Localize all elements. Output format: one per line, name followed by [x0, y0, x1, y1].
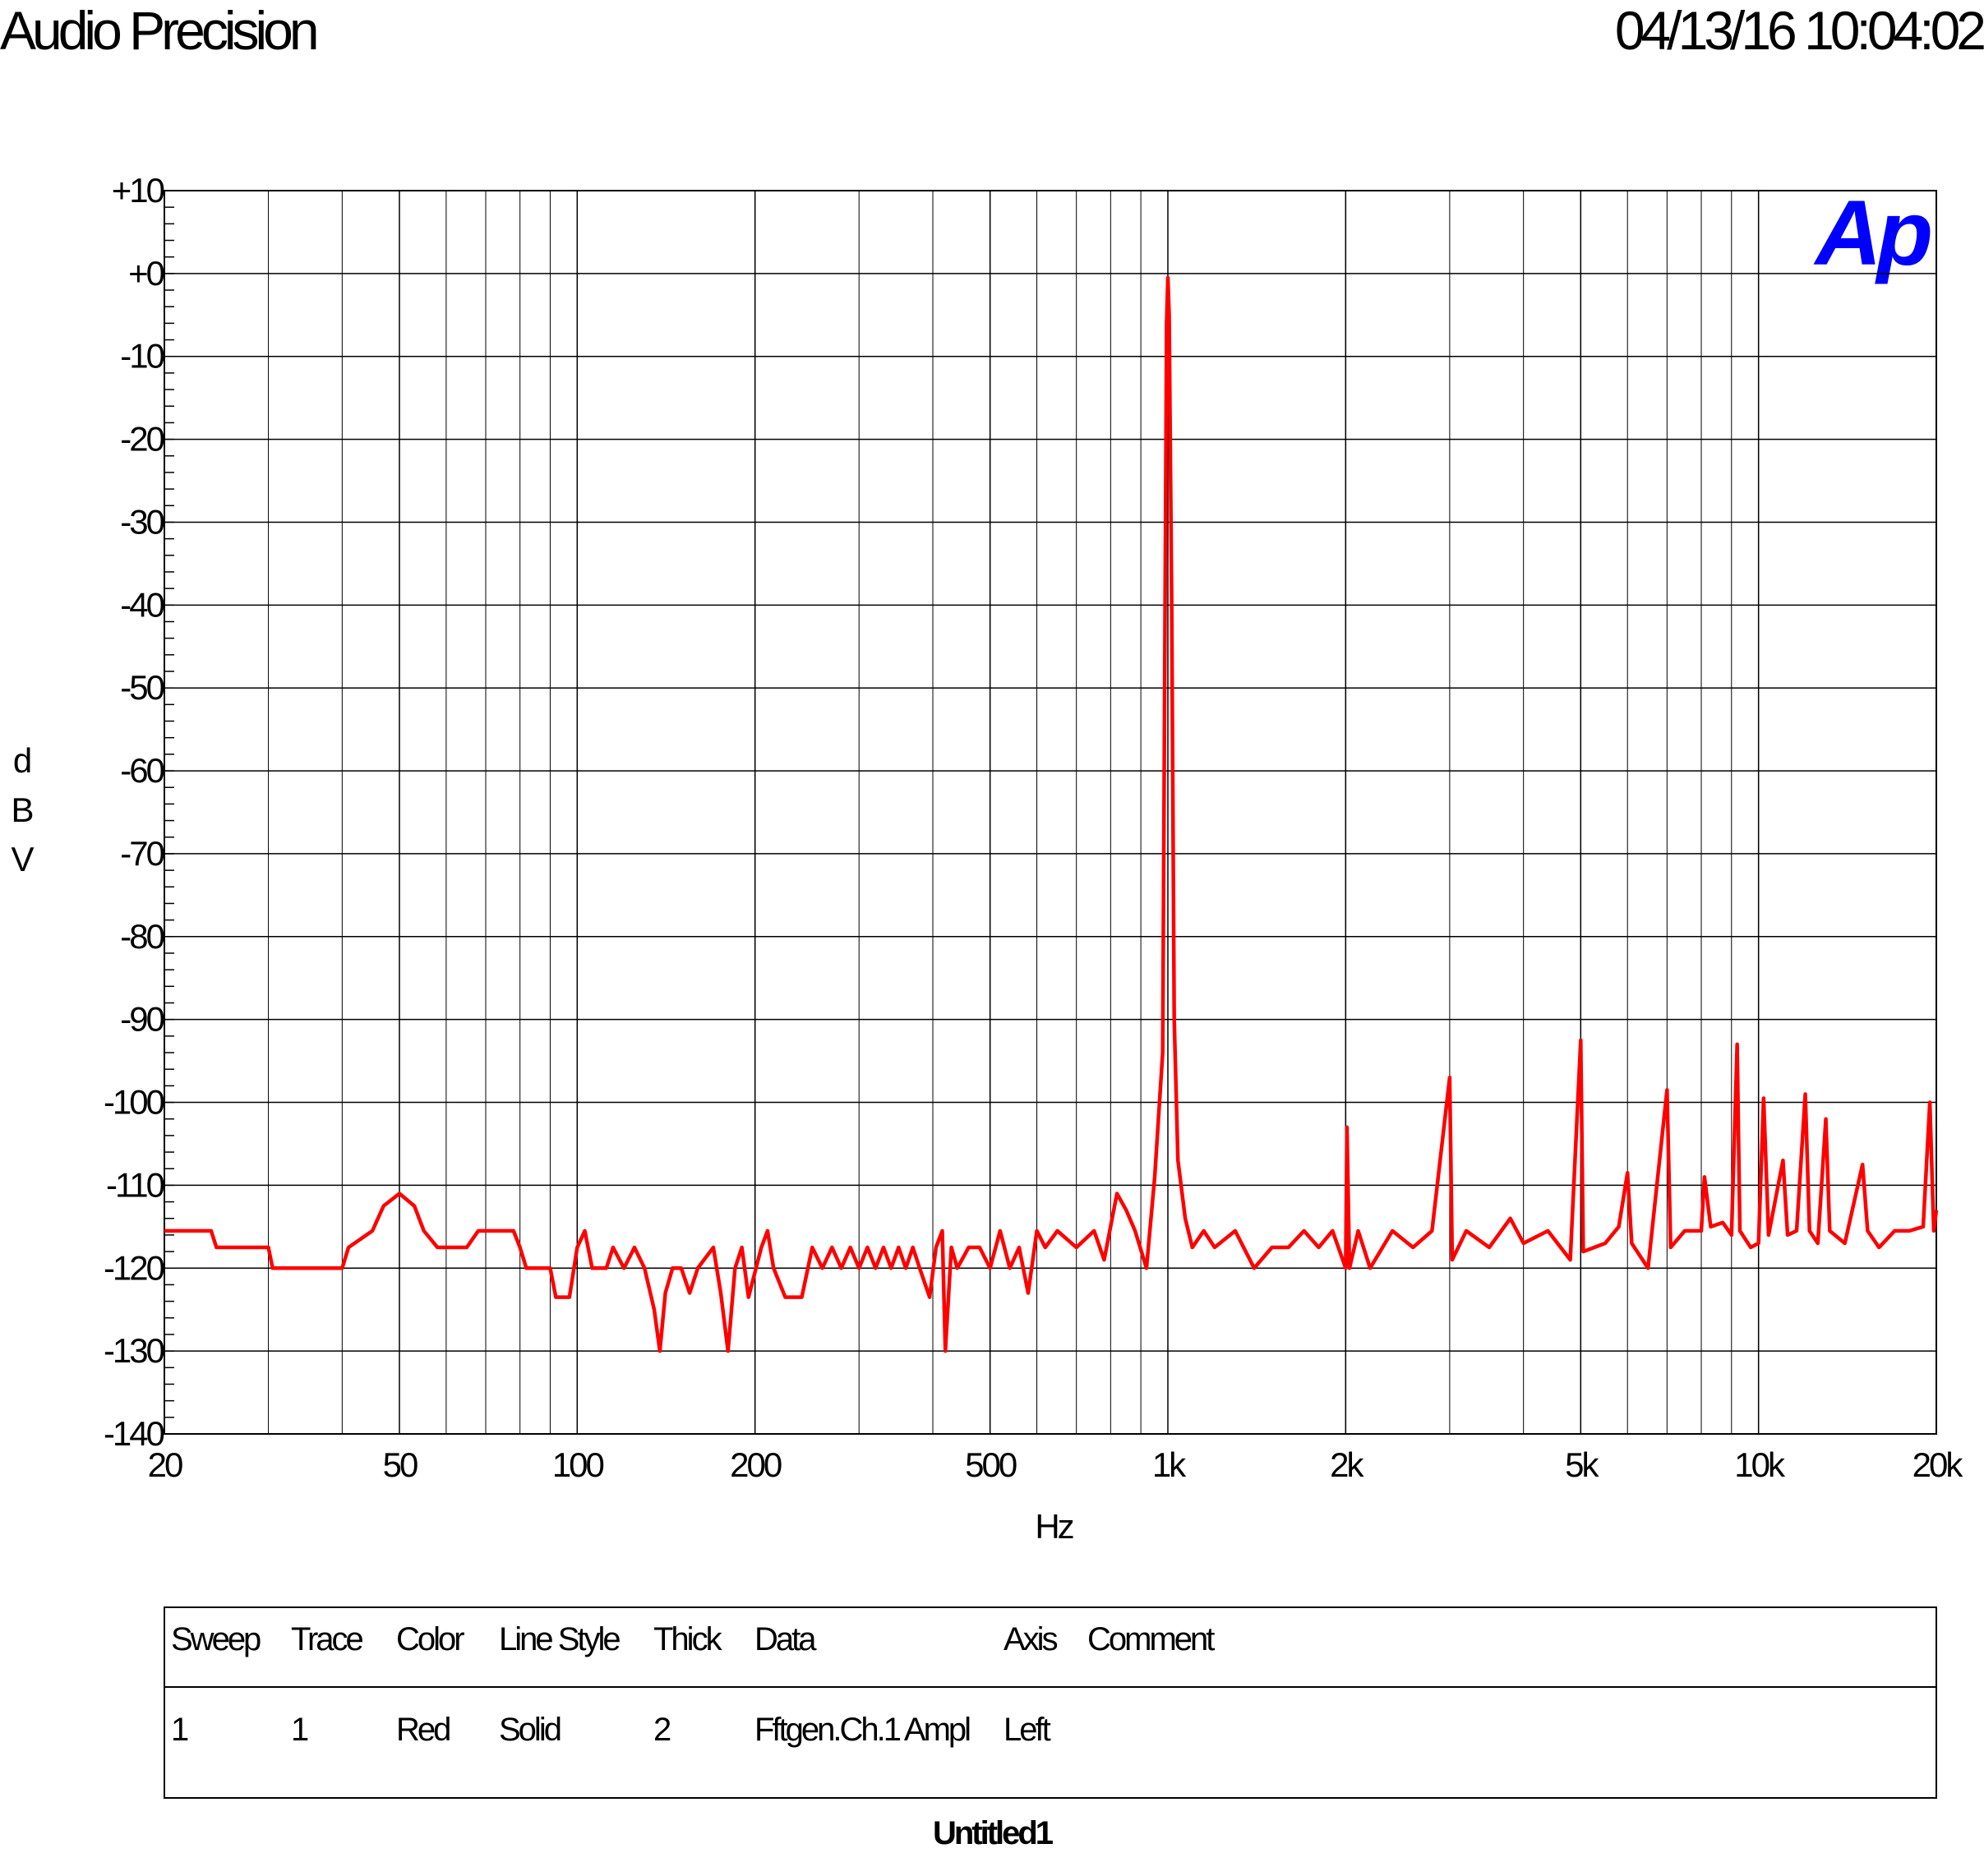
trace-line [164, 275, 1939, 1353]
y-tick-label: -130 [104, 1331, 164, 1370]
page-title: Audio Precision [0, 0, 316, 61]
footer: Untitled1 [933, 1815, 1054, 1851]
table-header: Comment [1087, 1621, 1215, 1657]
y-tick-label: -110 [106, 1165, 164, 1204]
y-tick-label: -140 [104, 1414, 164, 1453]
x-tick-label: 500 [965, 1445, 1017, 1484]
x-tick-label: 20k [1912, 1445, 1964, 1484]
x-tick-label: 200 [730, 1445, 782, 1484]
table-cell: 2 [653, 1712, 671, 1748]
y-tick-label: -30 [120, 502, 164, 541]
table-header: Thick [653, 1621, 723, 1657]
y-tick-label: -120 [104, 1248, 164, 1287]
y-tick-label: -90 [120, 1000, 164, 1039]
table-header: Line Style [499, 1621, 620, 1657]
table-cell: 1 [291, 1712, 308, 1748]
x-tick-label: 20 [148, 1445, 182, 1484]
table-cell: 1 [171, 1712, 188, 1748]
table-cell: Red [396, 1712, 450, 1748]
x-tick-label: 10k [1734, 1445, 1786, 1484]
x-tick-label: 100 [552, 1445, 604, 1484]
y-tick-label: +10 [112, 171, 164, 210]
y-tick-label: -100 [104, 1083, 164, 1122]
y-tick-label: -40 [120, 585, 164, 624]
table-header: Color [396, 1621, 464, 1657]
x-tick-label: 50 [383, 1445, 418, 1484]
table-header: Axis [1004, 1621, 1058, 1657]
ap-logo: Ap [1813, 182, 1931, 284]
table-header: Trace [291, 1621, 363, 1657]
x-tick-label: 5k [1565, 1445, 1599, 1484]
table-cell: Solid [499, 1712, 561, 1748]
x-tick-label: 1k [1152, 1445, 1187, 1484]
x-tick-label: 2k [1330, 1445, 1364, 1484]
table-header: Sweep [171, 1621, 261, 1657]
y-tick-label: -10 [120, 337, 164, 376]
y-tick-label: -50 [120, 668, 164, 707]
table-cell: Fftgen.Ch.1 Ampl [754, 1712, 970, 1748]
y-tick-label: +0 [128, 254, 164, 293]
y-tick-label: -60 [120, 751, 164, 790]
y-tick-label: -70 [120, 834, 164, 873]
legend-table-box [164, 1606, 1937, 1799]
x-axis-label: Hz [1035, 1507, 1073, 1546]
plot-frame [164, 190, 1937, 1435]
timestamp: 04/13/16 10:04:02 [1615, 0, 1984, 61]
y-tick-label: -20 [120, 420, 164, 459]
table-header: Data [754, 1621, 817, 1657]
y-tick-label: -80 [120, 917, 164, 956]
table-cell: Left [1004, 1712, 1051, 1748]
